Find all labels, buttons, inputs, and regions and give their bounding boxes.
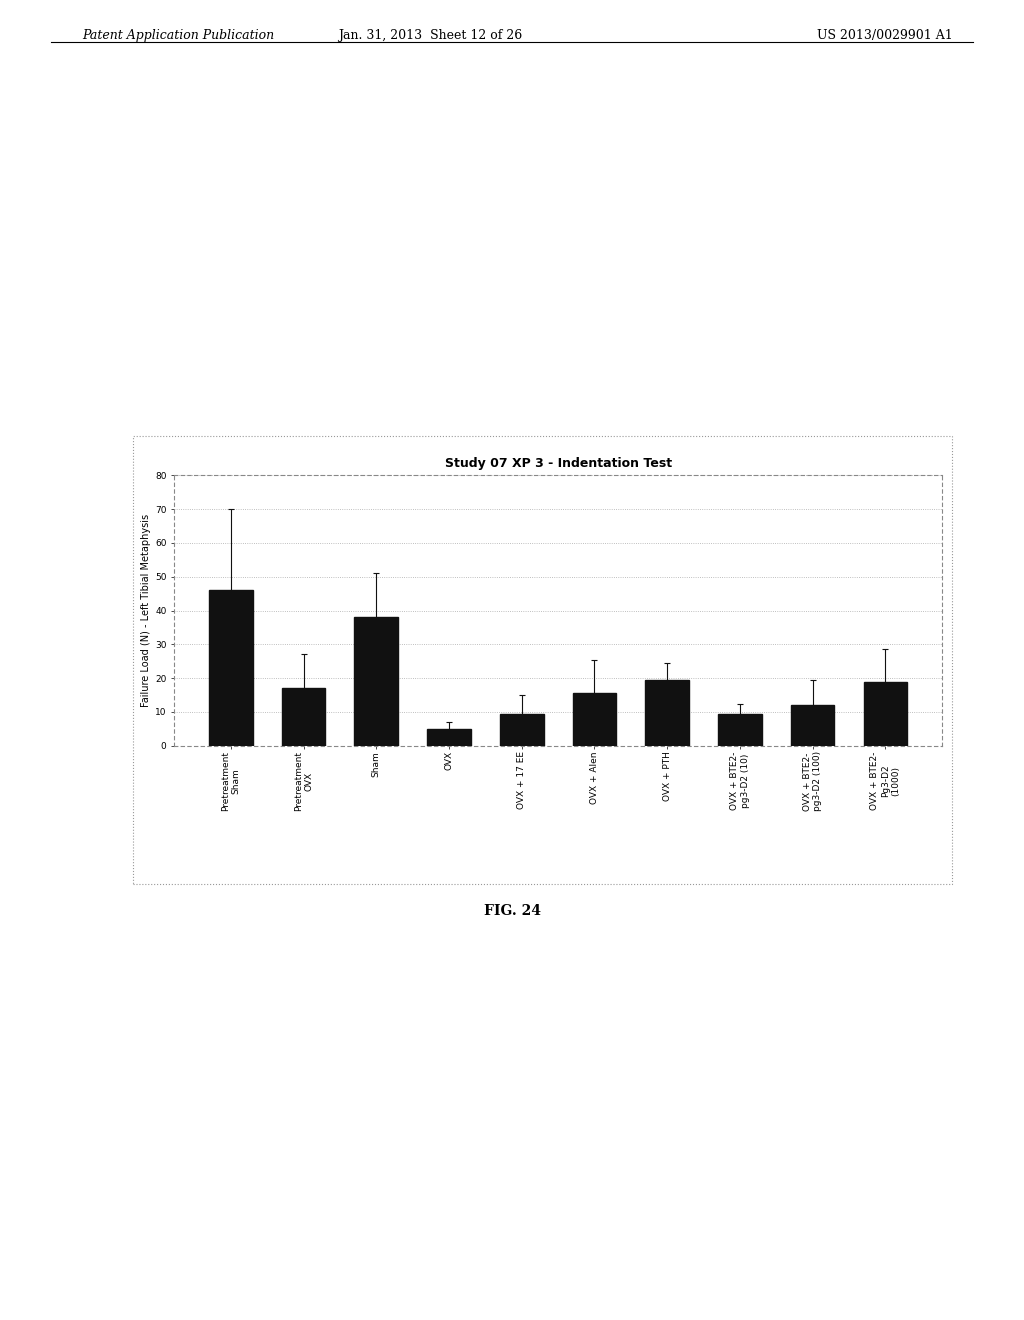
- Text: US 2013/0029901 A1: US 2013/0029901 A1: [816, 29, 952, 42]
- Bar: [354, 618, 398, 746]
- Bar: [572, 693, 616, 746]
- Y-axis label: Failure Load (N) - Left Tibial Metaphysis: Failure Load (N) - Left Tibial Metaphysi…: [140, 513, 151, 708]
- Title: Study 07 XP 3 - Indentation Test: Study 07 XP 3 - Indentation Test: [444, 457, 672, 470]
- Text: Jan. 31, 2013  Sheet 12 of 26: Jan. 31, 2013 Sheet 12 of 26: [338, 29, 522, 42]
- Text: FIG. 24: FIG. 24: [483, 904, 541, 919]
- Bar: [791, 705, 835, 746]
- Bar: [718, 714, 762, 746]
- Bar: [645, 680, 689, 746]
- Bar: [500, 714, 544, 746]
- Bar: [427, 729, 471, 746]
- Bar: [209, 590, 253, 746]
- Text: Patent Application Publication: Patent Application Publication: [82, 29, 274, 42]
- Bar: [863, 681, 907, 746]
- Bar: [282, 688, 326, 746]
